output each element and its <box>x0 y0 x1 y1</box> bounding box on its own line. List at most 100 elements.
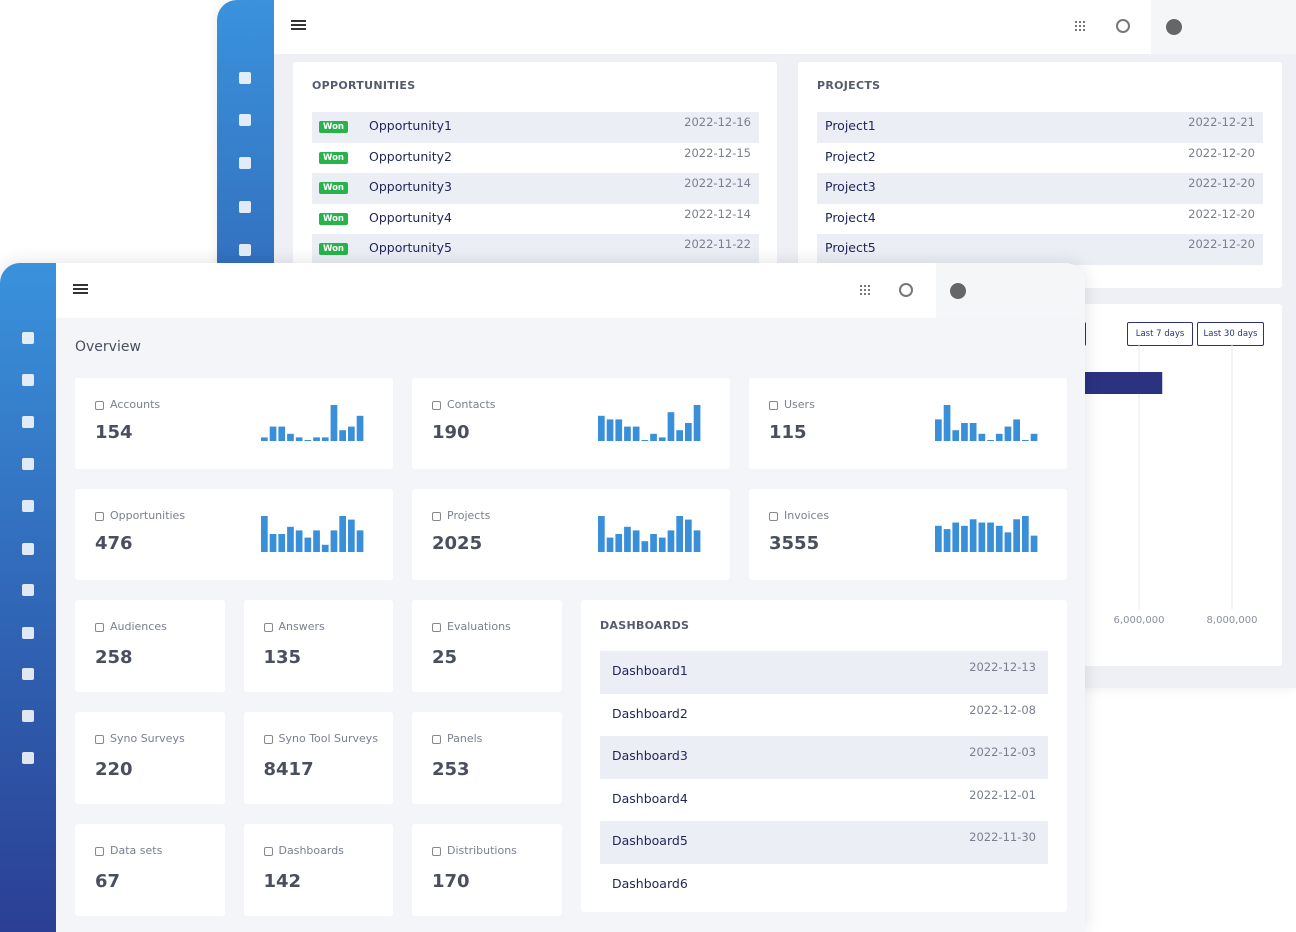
card-title: DASHBOARDS <box>600 619 690 632</box>
row-date: 2022-11-22 <box>684 237 751 252</box>
stat-card: Answers 135 <box>243 600 393 692</box>
stat-card: Opportunities 476 <box>75 489 393 580</box>
user-icon[interactable] <box>950 283 966 299</box>
spark-bar <box>339 430 346 441</box>
list-row: Project1 2022-12-21 <box>817 112 1263 143</box>
row-name: Project5 <box>825 240 876 256</box>
stat-value: 67 <box>95 871 121 892</box>
stat-card: Data sets 67 <box>75 824 225 916</box>
stat-card: Syno Tool Surveys 8417 <box>243 712 393 804</box>
x-tick-label: 8,000,000 <box>1207 615 1258 626</box>
row-date: 2022-12-16 <box>684 115 751 130</box>
stat-label: Panels <box>447 732 483 745</box>
spark-bar <box>693 405 701 441</box>
spark-bar <box>624 526 631 552</box>
stat-icon <box>769 401 778 410</box>
range-button[interactable]: Last 30 days <box>1197 322 1264 346</box>
stat-label: Dashboards <box>278 844 344 857</box>
menu-icon[interactable] <box>291 20 306 22</box>
dashboards-card: DASHBOARDS Dashboard1 2022-12-13 Dashboard… <box>581 600 1067 912</box>
stat-icon <box>432 847 441 856</box>
spark-bar <box>1022 440 1029 441</box>
opportunities-card: OPPORTUNITIES Won Opportunity1 2022-12-16 W… <box>293 62 777 292</box>
spark-bar <box>632 530 640 552</box>
spark-bar <box>356 415 364 441</box>
user-area <box>1151 0 1296 54</box>
sidebar-icon <box>22 543 34 555</box>
projects-card: PROJECTS Project1 2022-12-21 Project2 2022-… <box>798 62 1282 288</box>
row-date: 2022-12-08 <box>969 702 1036 717</box>
user-icon[interactable] <box>1166 19 1182 35</box>
spark-bar <box>1004 426 1012 441</box>
sparkline <box>935 405 1038 441</box>
stat-icon <box>432 401 441 410</box>
stat-label: Evaluations <box>447 620 511 633</box>
apps-icon[interactable] <box>859 284 871 296</box>
spark-bar <box>330 530 338 552</box>
row-date: 2022-12-13 <box>969 660 1036 675</box>
spark-bar <box>969 519 977 552</box>
stat-card: Audiences 258 <box>75 600 225 692</box>
stat-value: 8417 <box>263 759 314 780</box>
sidebar-icon <box>239 72 251 84</box>
apps-icon[interactable] <box>1074 20 1086 32</box>
spark-bar <box>321 544 329 552</box>
spark-bar <box>1013 519 1020 552</box>
spark-bar <box>278 426 286 441</box>
spark-bar <box>615 419 623 441</box>
spark-bar <box>348 426 355 441</box>
spark-bar <box>693 530 701 552</box>
settings-icon[interactable] <box>1116 19 1130 33</box>
spark-bar <box>650 433 657 441</box>
settings-icon[interactable] <box>899 283 913 297</box>
spark-bar <box>935 419 942 441</box>
spark-bar <box>1030 433 1038 441</box>
stat-value: 154 <box>95 422 133 443</box>
sidebar-icon <box>22 458 34 470</box>
menu-icon[interactable] <box>73 284 88 286</box>
stat-icon <box>263 623 273 632</box>
spark-bar <box>287 433 294 441</box>
spark-bar <box>1022 516 1029 552</box>
row-name: Dashboard1 <box>612 663 688 679</box>
stat-card: Evaluations 25 <box>412 600 562 692</box>
sidebar-icon <box>22 332 34 344</box>
spark-bar <box>632 426 640 441</box>
list-row: Won Opportunity2 2022-12-15 <box>312 143 759 174</box>
row-date: 2022-12-21 <box>1188 115 1255 130</box>
stat-icon <box>432 623 441 632</box>
stat-label: Projects <box>447 509 491 522</box>
spark-bar <box>615 534 623 552</box>
stat-icon <box>432 512 441 521</box>
stat-icon <box>95 401 104 410</box>
row-name: Opportunity2 <box>369 148 452 164</box>
spark-bar <box>935 525 942 552</box>
spark-bar <box>658 437 666 441</box>
stat-icon <box>95 847 104 856</box>
sidebar-icon <box>239 201 251 213</box>
row-name: Dashboard2 <box>612 705 688 721</box>
stat-icon <box>432 735 441 744</box>
spark-bar <box>641 440 649 441</box>
spark-bar <box>313 437 320 441</box>
list-row: Project3 2022-12-20 <box>817 173 1263 204</box>
spark-bar <box>1013 419 1020 441</box>
stat-value: 220 <box>95 759 133 780</box>
spark-bar <box>304 440 312 441</box>
spark-bar <box>667 412 675 441</box>
stat-card: Syno Surveys 220 <box>75 712 225 804</box>
spark-bar <box>1030 535 1038 552</box>
range-button[interactable]: Last 7 days <box>1127 322 1193 346</box>
spark-bar <box>641 541 649 552</box>
sparkline <box>598 516 701 552</box>
status-badge: Won <box>319 182 348 194</box>
stat-value: 25 <box>432 647 458 668</box>
list-row: Dashboard6 <box>600 864 1048 907</box>
stat-card: Dashboards 142 <box>243 824 393 916</box>
spark-bar <box>598 415 605 441</box>
row-date: 2022-12-14 <box>684 176 751 191</box>
stat-value: 253 <box>432 759 470 780</box>
list-row: Dashboard5 2022-11-30 <box>600 821 1048 864</box>
row-date: 2022-12-15 <box>684 145 751 160</box>
card-title: PROJECTS <box>817 79 881 92</box>
